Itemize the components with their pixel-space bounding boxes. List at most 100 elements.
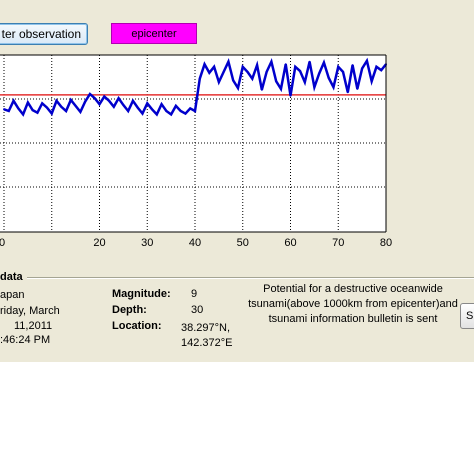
data-point [98,103,101,106]
date-line1: riday, March [0,305,60,317]
data-point [17,107,20,110]
frame-line-highlight [0,278,474,279]
data-point [213,65,216,68]
data-point [222,70,225,73]
data-point [217,81,220,84]
location-label: Location: [112,320,162,332]
data-point [50,112,53,115]
data-point [260,88,263,91]
data-point [69,98,72,101]
data-point [170,113,173,116]
data-point [155,113,158,116]
magnitude-label: Magnitude: [112,288,171,300]
data-point [41,102,44,105]
data-point [322,61,325,64]
data-point [332,86,335,89]
data-point [36,111,39,114]
data-point [151,108,154,111]
data-point [265,70,268,73]
data-point [3,108,5,111]
data-point [112,105,115,108]
data-point [184,112,187,115]
data-point [194,110,196,112]
data-point [303,81,306,84]
depth-value: 30 [191,304,204,316]
data-point [31,109,34,112]
data-point [179,110,182,112]
data-point [232,79,235,82]
data-point [45,106,48,109]
data-point [380,69,383,72]
data-point [26,101,29,104]
tsunami-chart: 0 20 30 40 50 60 70 80 [0,54,392,249]
data-point [22,113,25,116]
data-point [246,70,249,73]
data-point [370,80,373,83]
data-point [208,71,211,74]
time-value: :46:24 PM [0,334,51,346]
data-point [7,110,10,112]
data-point [294,65,297,68]
tsunami-message: Potential for a destructive oceanwide ts… [248,283,458,325]
data-point [88,93,91,95]
data-point [289,94,292,97]
data-point [117,97,120,100]
country-value: apan [0,289,25,301]
data-point [227,60,230,63]
data-point [12,99,15,102]
data-point [203,63,206,66]
location-lat: 38.297°N, [181,322,231,334]
epicenter-button[interactable]: epicenter [111,23,197,44]
data-point [165,110,168,112]
water-observation-button[interactable]: ter observation [0,23,88,45]
data-point [327,76,330,79]
data-point [313,86,316,89]
data-point [270,60,273,63]
date-line2: 11,2011 [14,320,53,332]
x-tick-label: 20 [93,237,105,249]
side-button[interactable]: S [460,303,474,329]
data-point [275,80,278,83]
data-point [365,59,368,62]
x-tick-label: 60 [284,237,296,249]
series-points [3,59,387,116]
data-point [160,103,163,106]
data-point [127,110,130,112]
data-point [84,100,87,103]
x-axis: 0 20 30 40 50 60 70 80 [0,237,392,249]
data-point [146,102,149,105]
frame-line [0,277,474,278]
data-point [337,65,340,68]
data-point [198,77,201,80]
data-point [131,99,134,102]
magnitude-value: 9 [191,288,198,300]
bottom-background [0,362,474,474]
x-tick-label: 40 [189,237,201,249]
data-point [174,104,177,107]
data-point [251,77,254,80]
data-point [318,72,321,75]
data-point [256,64,259,67]
data-point [241,65,244,68]
data-point [79,110,82,113]
x-tick-label: 0 [0,237,5,249]
data-point [93,97,96,100]
data-point [346,91,349,94]
data-point [108,99,111,102]
data-point [136,106,139,109]
data-point [342,70,345,73]
x-tick-label: 70 [332,237,344,249]
x-tick-label: 80 [380,237,392,249]
depth-label: Depth: [112,304,147,316]
data-point [361,67,364,70]
data-group-title: data [0,271,27,283]
data-point [103,95,106,98]
data-point [65,110,68,112]
data-point [122,104,125,107]
data-point [299,70,302,73]
data-point [284,63,287,66]
data-point [55,99,58,102]
data-point [279,87,282,90]
data-point [236,87,239,90]
data-point [356,87,359,90]
